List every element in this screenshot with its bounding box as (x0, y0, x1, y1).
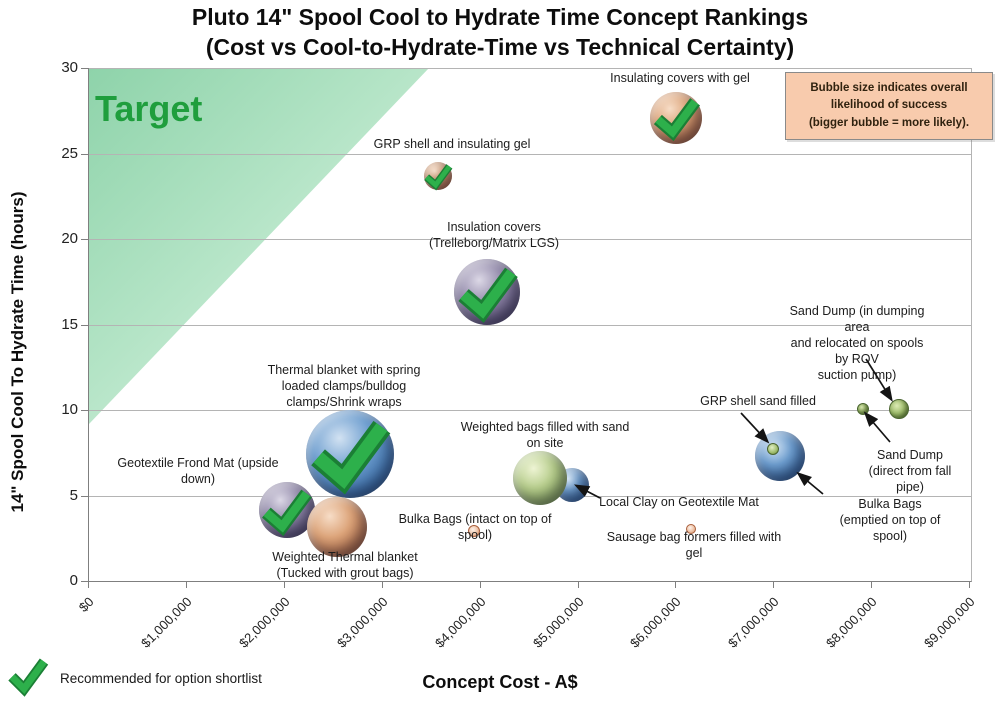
x-tick-label: $9,000,000 (921, 594, 978, 651)
gridline (89, 324, 971, 326)
y-axis-tick (81, 153, 88, 155)
x-axis-tick (577, 582, 579, 588)
gridline (89, 153, 971, 155)
y-axis-title: 14" Spool Cool To Hydrate Time (hours) (8, 191, 27, 513)
x-axis-tick (381, 582, 383, 588)
x-axis-tick (88, 582, 89, 588)
plot-area (88, 68, 972, 582)
y-axis-tick (81, 239, 88, 240)
bubble-size-note: Bubble size indicates overall likelihood… (785, 72, 993, 140)
x-axis-tick (871, 582, 873, 588)
y-tick-label: 15 (61, 315, 78, 333)
y-tick-label: 10 (61, 401, 78, 418)
x-tick-label: $4,000,000 (431, 594, 489, 651)
x-axis-tick (185, 582, 187, 588)
x-axis-title: Concept Cost - A$ (422, 672, 578, 692)
y-tick-label: 30 (61, 59, 78, 76)
y-axis-tick (81, 495, 88, 497)
y-axis-tick (81, 410, 88, 411)
y-axis-tick (81, 581, 88, 582)
shortlist-label: Recommended for option shortlist (60, 671, 262, 686)
gridline (89, 68, 971, 69)
x-axis-tick (283, 582, 285, 588)
x-axis-tick (675, 582, 677, 588)
check-icon (6, 656, 50, 701)
gridline (89, 410, 971, 411)
x-tick-label: $5,000,000 (529, 594, 587, 651)
gridline (89, 495, 971, 497)
y-tick-label: 5 (69, 486, 78, 504)
target-label: Target (95, 88, 203, 129)
chart-subtitle: (Cost vs Cool-to-Hydrate-Time vs Technic… (205, 34, 795, 60)
y-tick-label: 0 (69, 572, 78, 589)
y-tick-label: 20 (61, 230, 78, 247)
x-axis-tick (479, 582, 481, 588)
gridline (89, 239, 971, 240)
y-axis-tick (81, 324, 88, 326)
x-axis-tick (773, 582, 775, 588)
x-tick-label: $6,000,000 (627, 594, 684, 651)
shortlist-legend: Recommended for option shortlist (6, 656, 262, 701)
y-tick-label: 25 (61, 144, 78, 162)
x-tick-label: $3,000,000 (333, 594, 391, 651)
x-tick-label: $7,000,000 (725, 594, 782, 651)
chart-title: Pluto 14" Spool Cool to Hydrate Time Con… (191, 4, 809, 30)
x-axis-tick (969, 582, 971, 588)
y-axis-tick (81, 68, 88, 69)
x-tick-label: $8,000,000 (823, 594, 880, 651)
